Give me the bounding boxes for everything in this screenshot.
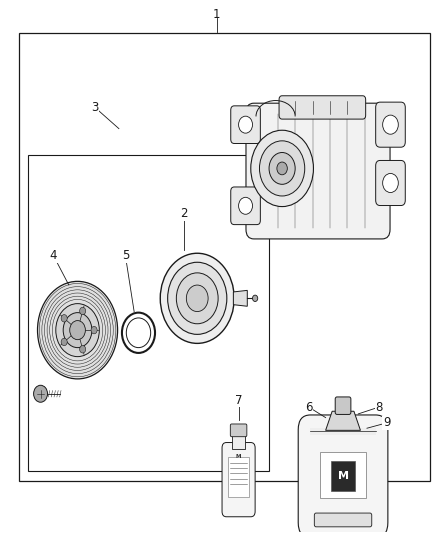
- Circle shape: [259, 141, 305, 196]
- Circle shape: [383, 173, 398, 192]
- FancyBboxPatch shape: [246, 103, 390, 239]
- Circle shape: [63, 313, 92, 348]
- Circle shape: [253, 295, 258, 302]
- FancyBboxPatch shape: [222, 442, 255, 517]
- Circle shape: [277, 162, 287, 175]
- Bar: [228, 457, 249, 497]
- Circle shape: [239, 116, 253, 133]
- Circle shape: [383, 115, 398, 134]
- Text: 2: 2: [180, 207, 188, 220]
- Text: 7: 7: [235, 393, 242, 407]
- FancyBboxPatch shape: [335, 397, 351, 415]
- Circle shape: [177, 273, 218, 324]
- Text: 8: 8: [375, 400, 383, 414]
- Bar: [311, 428, 376, 434]
- Text: 3: 3: [91, 101, 99, 114]
- Circle shape: [61, 338, 67, 346]
- Circle shape: [160, 253, 234, 343]
- Circle shape: [251, 130, 314, 207]
- Bar: [28, 155, 269, 471]
- Circle shape: [186, 285, 208, 312]
- Circle shape: [80, 345, 86, 353]
- Circle shape: [34, 385, 47, 402]
- Circle shape: [168, 262, 227, 334]
- FancyBboxPatch shape: [298, 415, 388, 533]
- Circle shape: [80, 307, 86, 314]
- Circle shape: [91, 326, 97, 334]
- Text: M: M: [236, 454, 241, 459]
- Text: M: M: [338, 471, 349, 481]
- FancyBboxPatch shape: [231, 187, 260, 224]
- Polygon shape: [325, 411, 360, 430]
- Text: 4: 4: [50, 249, 57, 262]
- Text: 1: 1: [213, 8, 221, 21]
- FancyBboxPatch shape: [376, 160, 405, 206]
- Circle shape: [61, 314, 67, 322]
- Text: 9: 9: [383, 416, 390, 430]
- Bar: [321, 451, 366, 498]
- Text: 5: 5: [122, 249, 129, 262]
- Circle shape: [70, 320, 85, 340]
- Text: 6: 6: [305, 400, 312, 414]
- FancyBboxPatch shape: [233, 433, 245, 449]
- Circle shape: [56, 304, 99, 357]
- FancyBboxPatch shape: [231, 106, 260, 143]
- Circle shape: [38, 281, 117, 379]
- FancyBboxPatch shape: [279, 96, 366, 119]
- Circle shape: [269, 152, 295, 184]
- Bar: [331, 461, 355, 491]
- FancyBboxPatch shape: [314, 513, 372, 527]
- Polygon shape: [233, 290, 247, 306]
- Bar: [19, 33, 430, 481]
- Circle shape: [239, 197, 253, 214]
- FancyBboxPatch shape: [230, 424, 247, 437]
- FancyBboxPatch shape: [376, 102, 405, 147]
